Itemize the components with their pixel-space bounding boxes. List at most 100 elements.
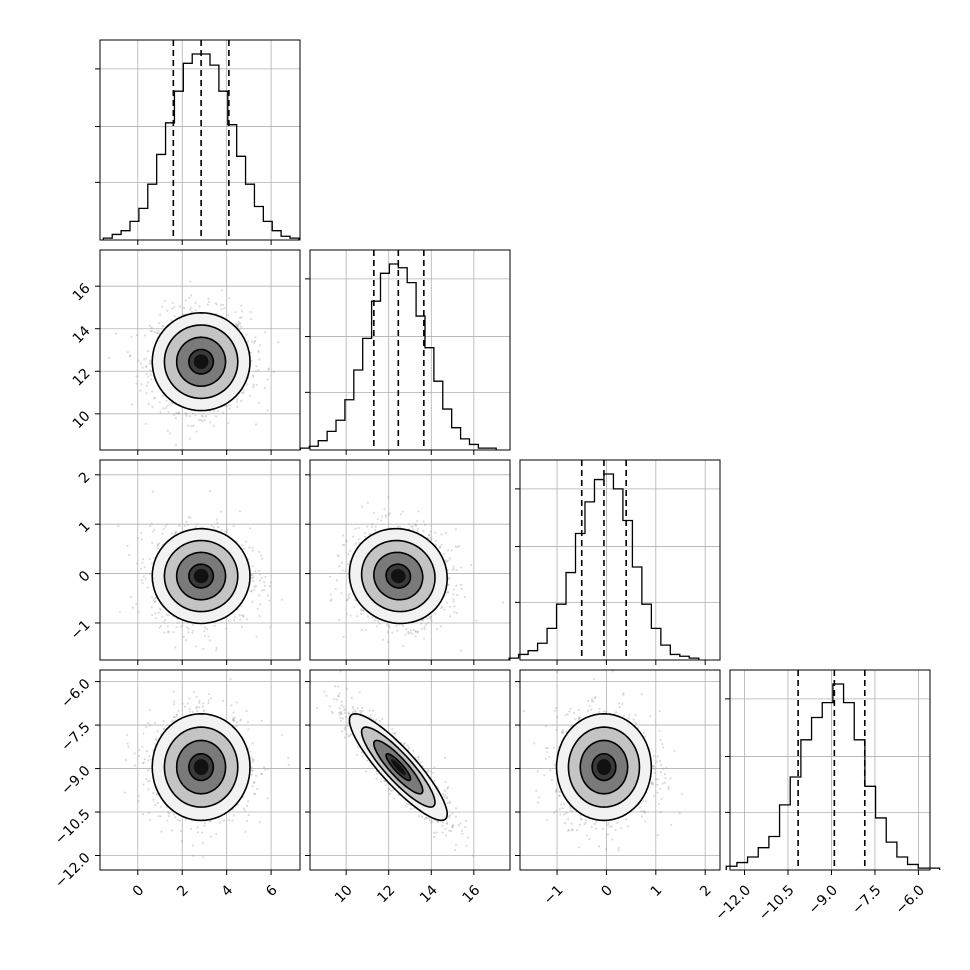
sample-point bbox=[239, 719, 242, 722]
sample-point bbox=[425, 817, 428, 820]
sample-point bbox=[649, 715, 652, 718]
sample-point bbox=[678, 811, 681, 815]
sample-point bbox=[251, 549, 254, 552]
sample-point bbox=[383, 508, 386, 511]
sample-point bbox=[205, 628, 209, 631]
sample-point bbox=[217, 410, 220, 413]
sample-point bbox=[221, 699, 225, 702]
sample-point bbox=[452, 824, 455, 827]
sample-point bbox=[470, 564, 473, 567]
sample-point bbox=[620, 827, 623, 830]
sample-point bbox=[457, 824, 460, 827]
sample-point bbox=[352, 707, 355, 710]
sample-point bbox=[247, 814, 250, 817]
sample-point bbox=[562, 802, 566, 805]
sample-point bbox=[604, 710, 608, 713]
sample-point bbox=[663, 772, 667, 776]
x-tick-label: 14 bbox=[417, 882, 441, 906]
sample-point bbox=[366, 501, 369, 504]
sample-point bbox=[133, 764, 137, 767]
sample-point bbox=[251, 565, 254, 568]
sample-point bbox=[170, 720, 173, 723]
sample-point bbox=[191, 631, 194, 635]
sample-point bbox=[252, 386, 255, 389]
sample-point bbox=[443, 789, 447, 792]
sample-point bbox=[280, 733, 283, 737]
sample-point bbox=[347, 562, 350, 566]
sample-point bbox=[140, 538, 143, 541]
sample-point bbox=[559, 813, 562, 816]
contour-line bbox=[188, 348, 215, 375]
sample-point bbox=[555, 728, 558, 731]
sample-point bbox=[232, 718, 235, 722]
sample-point bbox=[156, 546, 159, 550]
sample-point bbox=[444, 834, 448, 837]
contour-line bbox=[372, 551, 424, 601]
sample-point bbox=[232, 718, 235, 721]
sample-point bbox=[567, 828, 570, 832]
sample-point bbox=[156, 801, 159, 805]
sample-point bbox=[642, 809, 645, 813]
sample-point bbox=[154, 600, 157, 603]
sample-point bbox=[263, 386, 266, 389]
sample-point bbox=[159, 624, 163, 628]
sample-point bbox=[207, 297, 210, 300]
sample-point bbox=[188, 437, 192, 440]
sample-point bbox=[254, 792, 257, 796]
sample-point bbox=[553, 746, 556, 749]
sample-point bbox=[241, 613, 244, 617]
sample-point bbox=[260, 772, 263, 776]
sample-point bbox=[175, 530, 178, 533]
sample-point bbox=[147, 375, 150, 378]
y-tick-label: −9.0 bbox=[58, 763, 93, 798]
sample-point bbox=[147, 769, 150, 772]
sample-point bbox=[146, 586, 149, 589]
sample-point bbox=[188, 707, 191, 710]
sample-point bbox=[241, 391, 244, 395]
sample-point bbox=[183, 705, 187, 708]
sample-point bbox=[448, 816, 451, 819]
sample-point bbox=[340, 592, 343, 595]
sample-point bbox=[655, 760, 658, 763]
sample-point bbox=[561, 731, 565, 734]
x-tick-label: 12 bbox=[374, 882, 398, 906]
sample-point bbox=[190, 310, 194, 314]
sample-point bbox=[128, 553, 131, 557]
sample-point bbox=[342, 709, 346, 712]
sample-point bbox=[340, 700, 343, 703]
sample-point bbox=[222, 411, 225, 414]
sample-point bbox=[555, 809, 558, 812]
sample-point bbox=[362, 609, 365, 613]
sample-point bbox=[438, 546, 442, 549]
sample-point bbox=[202, 710, 205, 713]
sample-point bbox=[338, 692, 341, 695]
y-tick-label: −10.5 bbox=[52, 806, 94, 848]
sample-point bbox=[252, 781, 255, 784]
sample-point bbox=[330, 598, 333, 601]
sample-point bbox=[375, 718, 378, 721]
sample-point bbox=[152, 791, 155, 794]
contour-core bbox=[391, 568, 406, 584]
sample-point bbox=[435, 628, 439, 631]
sample-point bbox=[203, 824, 206, 827]
sample-point bbox=[594, 827, 598, 830]
y-tick-label: −12.0 bbox=[52, 850, 94, 892]
sample-point bbox=[427, 770, 430, 773]
sample-point bbox=[423, 625, 426, 629]
sample-point bbox=[158, 401, 161, 404]
sample-point bbox=[537, 796, 541, 799]
sample-point bbox=[173, 700, 176, 703]
sample-point bbox=[164, 618, 167, 622]
sample-point bbox=[656, 755, 659, 758]
sample-point bbox=[561, 807, 564, 810]
sample-point bbox=[339, 670, 342, 673]
sample-point bbox=[161, 615, 164, 618]
sample-point bbox=[230, 704, 233, 707]
sample-point bbox=[154, 617, 158, 620]
sample-point bbox=[351, 711, 355, 714]
sample-point bbox=[235, 324, 238, 327]
sample-point bbox=[451, 568, 454, 571]
sample-point bbox=[167, 810, 170, 814]
sample-point bbox=[148, 362, 151, 365]
sample-point bbox=[395, 624, 398, 628]
